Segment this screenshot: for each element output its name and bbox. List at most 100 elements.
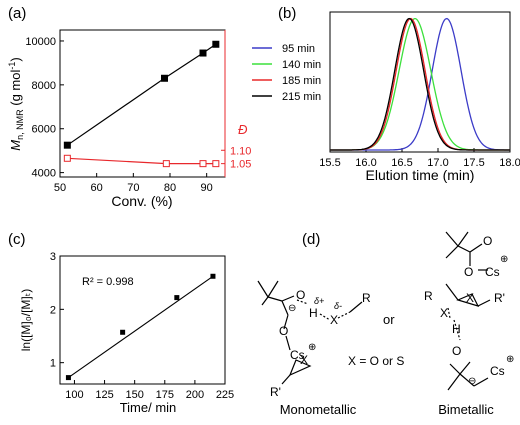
- mono-rprime: R': [270, 385, 281, 399]
- x-tick-label-3: 175: [156, 389, 174, 401]
- bi-x: X: [440, 306, 448, 320]
- mono-r-bond: [349, 301, 363, 313]
- mono-cs: Cs: [290, 348, 305, 362]
- mono-h: H: [309, 306, 318, 320]
- fit-line: [68, 275, 214, 379]
- mono-o-top: O: [296, 288, 305, 302]
- panel-c-annotation: R² = 0.998: [82, 276, 134, 288]
- panel-a-y-ticks: 4000 6000 8000 10000: [25, 36, 64, 180]
- mono-caption: Monometallic: [280, 402, 357, 417]
- bi-o-top: O: [483, 234, 492, 248]
- bi-x-ring: X: [466, 291, 474, 305]
- panel-c-ylabel: ln([M]₀/[M]ₜ): [19, 289, 33, 352]
- x-tick-label-0: 15.5: [319, 157, 340, 169]
- bi-r: R: [424, 289, 433, 303]
- mono-structure: [257, 280, 363, 385]
- mono-dashed-bonds: [296, 299, 351, 321]
- series-0-point-1: [161, 74, 168, 82]
- x-definition: X = O or S: [348, 354, 404, 368]
- panel-c-marks: [65, 273, 216, 381]
- y2-tick-label-1: 1.10: [230, 145, 251, 157]
- series-1-point-2: [199, 160, 207, 168]
- bi-cs-top: Cs: [485, 265, 500, 279]
- panel-c-label: (c): [8, 231, 26, 248]
- bi-h: H: [452, 322, 461, 336]
- panel-c-frame: [59, 255, 226, 385]
- x-tick-label-1: 60: [91, 182, 103, 194]
- y-tick-label-2: 3: [50, 251, 56, 263]
- panel-b-x-ticks: 15.5 16.0 16.5 17.0 17.5 18.0: [319, 148, 520, 169]
- legend-label-1: 140 min: [282, 59, 321, 71]
- y-tick-label-0: 1: [50, 358, 56, 370]
- bi-ring-top: [456, 293, 480, 307]
- series-1-curve: [330, 17, 510, 151]
- bi-o-lower: O: [452, 344, 461, 358]
- bi-o-upper: O: [464, 265, 473, 279]
- mono-cs-link: [285, 335, 312, 377]
- x-tick-label-2: 16.5: [391, 157, 412, 169]
- y-tick-label-3: 10000: [25, 36, 56, 48]
- legend-label-2: 185 min: [282, 75, 321, 87]
- bi-ring-bonds: [445, 283, 491, 307]
- mono-x-ring: X: [300, 353, 308, 367]
- y-tick-label-1: 6000: [32, 124, 56, 136]
- bi-minus-charge: ⊖: [468, 376, 476, 387]
- panel-c-y-ticks: 1 2 3: [50, 251, 64, 370]
- mono-tbu-bonds: [257, 280, 295, 330]
- panel-d-label: (d): [302, 231, 320, 248]
- x-tick-label-4: 200: [186, 389, 204, 401]
- panel-a-ylabel: Mn, NMR (g mol-1): [7, 57, 25, 150]
- panel-b-xlabel: Elution time (min): [366, 167, 475, 183]
- panel-a-marks: [63, 40, 220, 168]
- y-tick-label-1: 2: [50, 304, 56, 316]
- bi-plus-top: ⊕: [500, 254, 508, 265]
- panel-c-x-ticks: 100 125 150 175 200 225: [65, 380, 234, 401]
- panel-a-xlabel: Conv. (%): [111, 193, 172, 209]
- mono-rprime-bond: [281, 374, 291, 385]
- mono-o-bottom: O: [279, 324, 288, 338]
- panel-b-legend: 95 min 140 min 185 min 215 min: [252, 43, 321, 103]
- mono-r: R: [362, 291, 371, 305]
- x-tick-label-3: 17.0: [427, 157, 448, 169]
- series-1-point-0: [63, 154, 71, 162]
- panel-d-scheme: (d) O O H δ+ δ- X R Cs X R' ⊖ ⊕ or X = O…: [257, 231, 514, 417]
- panel-b: (b) 15.5 16.0 16.5 17.0 17.5 18.0 95 min 140 m…: [252, 5, 520, 183]
- bi-tbu-bottom-bonds: [447, 361, 489, 391]
- series-0-point-2: [174, 295, 180, 301]
- panel-b-label: (b): [278, 5, 296, 22]
- bi-dashed-h: [447, 307, 461, 341]
- x-tick-label-4: 90: [201, 182, 213, 194]
- series-0-point-3: [210, 273, 216, 279]
- y-tick-label-2: 8000: [32, 80, 56, 92]
- y-tick-label-0: 4000: [32, 168, 56, 180]
- bi-caption: Bimetallic: [438, 402, 494, 417]
- series-1-point-1: [162, 160, 170, 168]
- series-0-point-1: [120, 329, 126, 335]
- x-tick-label-4: 17.5: [463, 157, 484, 169]
- mono-delta-minus: δ-: [334, 301, 342, 311]
- series-0-point-2: [199, 49, 207, 57]
- series-3-curve: [330, 17, 510, 151]
- bi-rprime: R': [494, 291, 505, 305]
- series-0-line: [66, 43, 217, 146]
- panel-c: (c) 100 125 150 175 200 225 1 2 3 R² = 0.998 Ti…: [8, 231, 234, 415]
- mono-x: X: [330, 313, 338, 327]
- series-0-point-0: [63, 141, 71, 149]
- x-tick-label-0: 50: [54, 182, 66, 194]
- series-2-curve: [330, 17, 510, 151]
- panel-b-frame: [329, 11, 511, 153]
- x-tick-label-5: 225: [216, 389, 234, 401]
- x-tick-label-2: 70: [127, 182, 139, 194]
- series-1-point-3: [212, 160, 220, 168]
- x-tick-label-2: 150: [125, 389, 143, 401]
- x-tick-label-5: 18.0: [499, 157, 520, 169]
- panel-b-curves: [330, 17, 510, 151]
- panel-a: (a) 50 60 70 80 90 4000 6000 8000 10000 1.05 1.1…: [7, 5, 251, 209]
- mono-minus-charge: ⊖: [288, 303, 296, 314]
- x-tick-label-1: 16.0: [355, 157, 376, 169]
- x-tick-label-3: 80: [164, 182, 176, 194]
- panel-a-y2-ticks: 1.05 1.10: [221, 145, 251, 171]
- y2-tick-label-0: 1.05: [230, 159, 251, 171]
- panel-a-y2label: Đ: [238, 122, 248, 137]
